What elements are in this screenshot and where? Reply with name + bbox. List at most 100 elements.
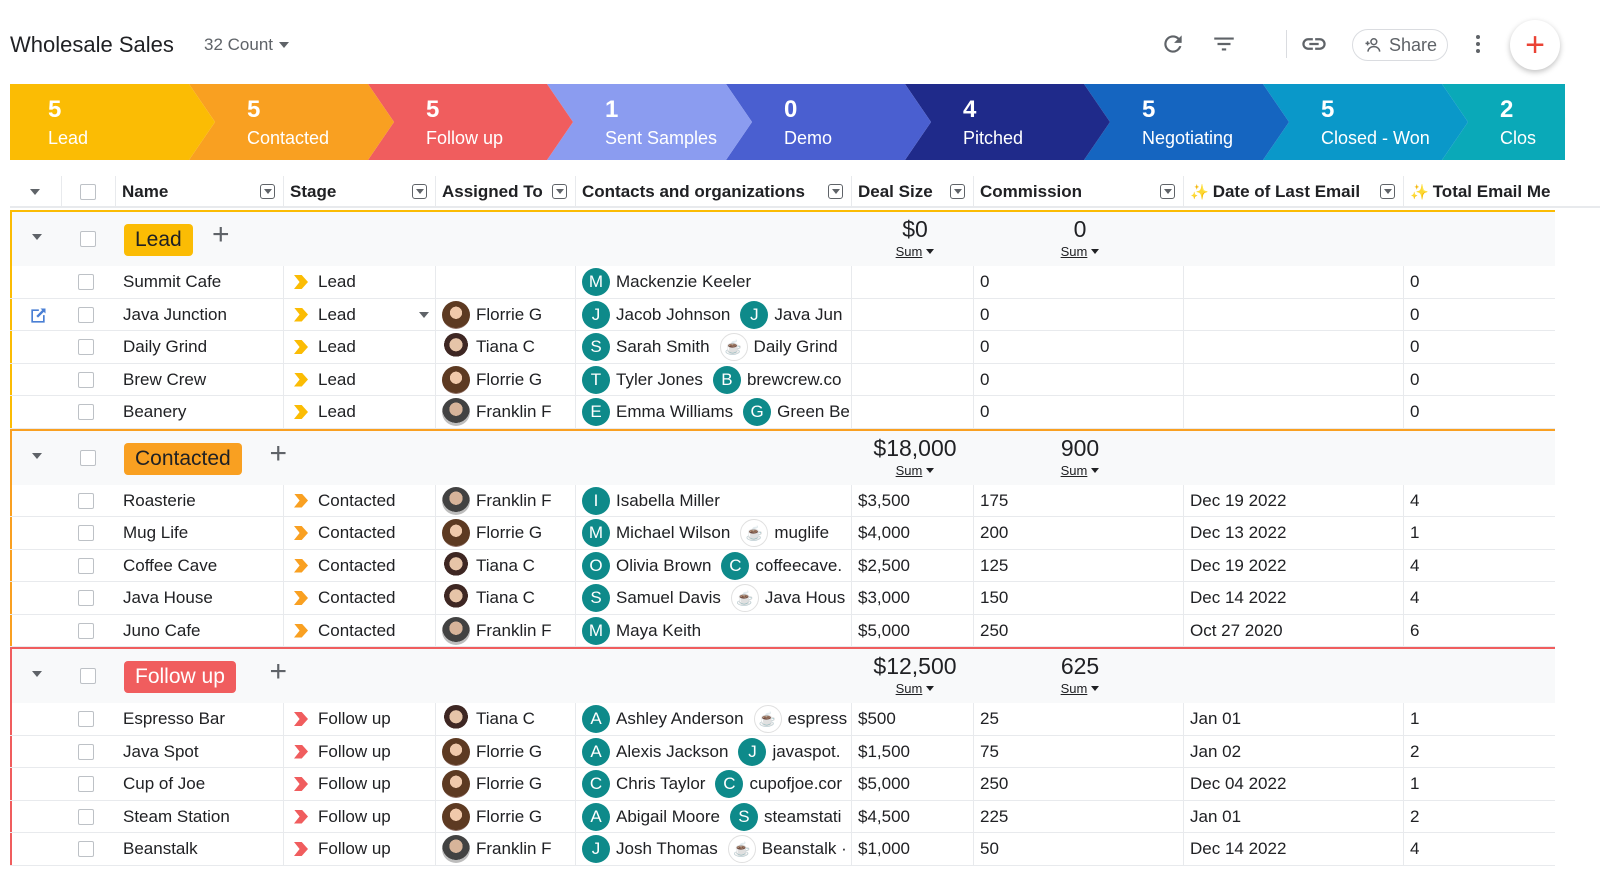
column-header-name[interactable]: Name xyxy=(116,176,284,208)
organization-chip[interactable]: coffeecave. xyxy=(755,555,843,575)
last-email-date-cell[interactable] xyxy=(1184,298,1404,331)
total-email-cell[interactable]: 4 xyxy=(1410,490,1420,510)
deal-size-cell[interactable]: $5,000 xyxy=(852,768,974,800)
assigned-cell[interactable]: Tiana C xyxy=(436,331,576,363)
table-row[interactable]: Mug Life Contacted Florrie G M Michael Wilso… xyxy=(10,517,1555,550)
assigned-cell[interactable] xyxy=(436,266,576,298)
assigned-cell[interactable]: Franklin F xyxy=(436,396,576,428)
organization-chip[interactable]: brewcrew.co xyxy=(746,369,842,389)
name-cell[interactable]: Cup of Joe xyxy=(116,768,284,800)
deal-size-cell[interactable]: $3,000 xyxy=(852,582,974,614)
commission-cell[interactable]: 250 xyxy=(974,768,1184,800)
contact-chip[interactable]: Olivia Brown xyxy=(616,555,712,575)
last-email-date-cell[interactable]: Dec 04 2022 xyxy=(1184,768,1404,800)
column-header-total-email[interactable]: ✨ Total Email Me xyxy=(1404,176,1564,208)
contact-chip[interactable]: Ashley Anderson xyxy=(616,709,744,728)
contact-chip[interactable]: Jacob Johnson xyxy=(616,304,731,324)
stage-cell[interactable]: Follow up xyxy=(284,833,436,865)
stage-cell[interactable]: Contacted xyxy=(284,517,436,549)
refresh-icon[interactable] xyxy=(1157,28,1189,60)
row-checkbox[interactable] xyxy=(78,711,94,727)
last-email-date-cell[interactable]: Dec 19 2022 xyxy=(1184,484,1404,517)
sum-aggregate-dropdown[interactable]: Sum xyxy=(896,463,935,478)
row-checkbox[interactable] xyxy=(78,306,94,323)
row-checkbox[interactable] xyxy=(78,274,94,290)
name-cell[interactable]: Brew Crew xyxy=(116,363,284,396)
table-row[interactable]: Coffee Cave Contacted Tiana C O Olivia Brown… xyxy=(10,549,1555,582)
deal-size-cell[interactable]: $4,500 xyxy=(852,800,974,833)
assigned-cell[interactable]: Florrie G xyxy=(436,735,576,768)
deal-size-cell[interactable] xyxy=(852,363,974,396)
row-checkbox[interactable] xyxy=(78,776,94,792)
total-email-cell[interactable]: 6 xyxy=(1410,620,1420,640)
last-email-date-cell[interactable]: Oct 27 2020 xyxy=(1184,614,1404,647)
deal-size-cell[interactable] xyxy=(852,396,974,428)
contacts-cell[interactable]: E Emma Williams G Green Be xyxy=(576,396,852,428)
contacts-cell[interactable]: M Mackenzie Keeler xyxy=(576,266,852,298)
commission-cell[interactable]: 250 xyxy=(974,614,1184,647)
organization-chip[interactable]: Java Hous xyxy=(764,588,846,607)
stage-cell[interactable]: Lead xyxy=(284,266,436,298)
group-collapse-toggle[interactable] xyxy=(32,671,42,677)
record-count-dropdown[interactable]: 32 Count xyxy=(204,35,289,55)
organization-chip[interactable]: steamstati xyxy=(763,806,842,826)
column-menu-icon[interactable] xyxy=(552,184,567,199)
deal-size-cell[interactable]: $1,500 xyxy=(852,735,974,768)
table-row[interactable]: Summit Cafe Lead M Mackenzie Keeler 0 0 xyxy=(10,266,1555,299)
organization-chip[interactable]: muglife xyxy=(774,523,830,542)
deal-size-cell[interactable] xyxy=(852,331,974,363)
contact-chip[interactable]: Maya Keith xyxy=(616,620,702,640)
organization-chip[interactable]: espress xyxy=(787,709,848,728)
commission-cell[interactable]: 75 xyxy=(974,735,1184,768)
deal-size-cell[interactable]: $500 xyxy=(852,703,974,735)
stage-cell[interactable]: Lead xyxy=(284,363,436,396)
deal-size-cell[interactable]: $2,500 xyxy=(852,549,974,582)
last-email-date-cell[interactable]: Dec 14 2022 xyxy=(1184,582,1404,614)
pipeline-stage-contacted[interactable]: 5 Contacted xyxy=(189,84,394,160)
deal-size-cell[interactable]: $4,000 xyxy=(852,517,974,549)
last-email-date-cell[interactable]: Jan 01 xyxy=(1184,703,1404,735)
assigned-cell[interactable]: Florrie G xyxy=(436,517,576,549)
name-cell[interactable]: Steam Station xyxy=(116,800,284,833)
sum-aggregate-dropdown[interactable]: Sum xyxy=(1061,244,1100,259)
contacts-cell[interactable]: S Samuel Davis ☕ Java Hous xyxy=(576,582,852,614)
organization-chip[interactable]: Java Jun xyxy=(774,304,843,324)
table-row[interactable]: Cup of Joe Follow up Florrie G C Chris Taylo… xyxy=(10,768,1555,801)
assigned-cell[interactable]: Florrie G xyxy=(436,800,576,833)
column-header-contacts[interactable]: Contacts and organizations xyxy=(576,176,852,208)
contact-chip[interactable]: Tyler Jones xyxy=(616,369,703,389)
table-row[interactable]: Espresso Bar Follow up Tiana C A Ashley Ande… xyxy=(10,703,1555,736)
stage-cell[interactable]: Follow up xyxy=(284,735,436,768)
commission-cell[interactable]: 175 xyxy=(974,484,1184,517)
name-cell[interactable]: Summit Cafe xyxy=(116,266,284,298)
table-row[interactable]: Daily Grind Lead Tiana C S Sarah Smith ☕ Daily… xyxy=(10,331,1555,364)
total-email-cell[interactable]: 4 xyxy=(1410,588,1420,607)
name-cell[interactable]: Juno Cafe xyxy=(116,614,284,647)
contact-chip[interactable]: Mackenzie Keeler xyxy=(616,272,752,291)
column-header-commission[interactable]: Commission xyxy=(974,176,1184,208)
group-collapse-toggle[interactable] xyxy=(32,234,42,240)
commission-cell[interactable]: 200 xyxy=(974,517,1184,549)
add-record-button[interactable]: + xyxy=(1510,20,1560,70)
header-collapse-all[interactable] xyxy=(10,176,62,208)
assigned-cell[interactable]: Florrie G xyxy=(436,298,576,331)
organization-chip[interactable]: Beanstalk · xyxy=(761,839,847,858)
table-row[interactable]: Juno Cafe Contacted Franklin F M Maya Keith $… xyxy=(10,614,1555,647)
column-header-deal-size[interactable]: Deal Size xyxy=(852,176,974,208)
organization-chip[interactable]: javaspot. xyxy=(772,741,841,761)
organization-chip[interactable]: Daily Grind xyxy=(753,337,838,356)
contacts-cell[interactable]: J Jacob Johnson J Java Jun xyxy=(576,298,852,331)
contacts-cell[interactable]: I Isabella Miller xyxy=(576,484,852,517)
contacts-cell[interactable]: J Josh Thomas ☕ Beanstalk · xyxy=(576,833,852,865)
name-cell[interactable]: Java Junction xyxy=(116,298,284,331)
commission-cell[interactable]: 0 xyxy=(974,396,1184,428)
table-row[interactable]: Java House Contacted Tiana C S Samuel Davis ☕… xyxy=(10,582,1555,615)
sum-aggregate-dropdown[interactable]: Sum xyxy=(1061,463,1100,478)
total-email-cell[interactable]: 0 xyxy=(1410,272,1420,291)
pipeline-stage-follow-up[interactable]: 5 Follow up xyxy=(368,84,573,160)
